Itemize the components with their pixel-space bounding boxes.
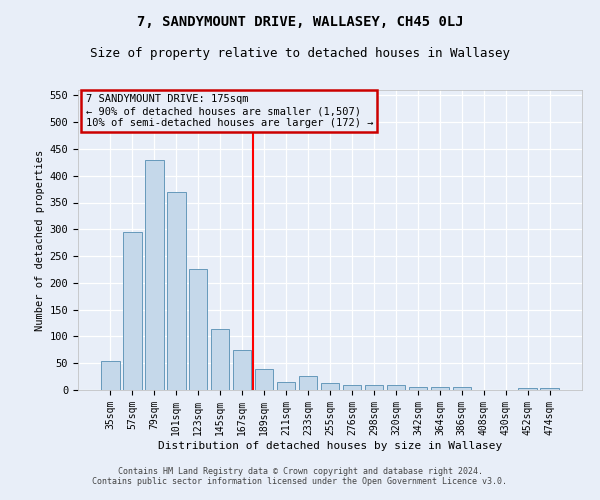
X-axis label: Distribution of detached houses by size in Wallasey: Distribution of detached houses by size … <box>158 440 502 450</box>
Bar <box>518 388 537 390</box>
Bar <box>365 385 383 390</box>
Text: Contains HM Land Registry data © Crown copyright and database right 2024.
Contai: Contains HM Land Registry data © Crown c… <box>92 466 508 486</box>
Bar <box>233 350 251 390</box>
Bar <box>277 382 295 390</box>
Text: 7, SANDYMOUNT DRIVE, WALLASEY, CH45 0LJ: 7, SANDYMOUNT DRIVE, WALLASEY, CH45 0LJ <box>137 15 463 29</box>
Bar <box>145 160 164 390</box>
Bar <box>255 368 274 390</box>
Text: 7 SANDYMOUNT DRIVE: 175sqm
← 90% of detached houses are smaller (1,507)
10% of s: 7 SANDYMOUNT DRIVE: 175sqm ← 90% of deta… <box>86 94 373 128</box>
Bar <box>123 232 142 390</box>
Text: Size of property relative to detached houses in Wallasey: Size of property relative to detached ho… <box>90 48 510 60</box>
Bar <box>101 360 119 390</box>
Bar <box>343 385 361 390</box>
Bar <box>320 382 340 390</box>
Y-axis label: Number of detached properties: Number of detached properties <box>35 150 46 330</box>
Bar <box>211 330 229 390</box>
Bar <box>299 376 317 390</box>
Bar <box>386 384 405 390</box>
Bar <box>541 388 559 390</box>
Bar <box>167 192 185 390</box>
Bar <box>409 387 427 390</box>
Bar <box>189 270 208 390</box>
Bar <box>452 388 471 390</box>
Bar <box>431 388 449 390</box>
